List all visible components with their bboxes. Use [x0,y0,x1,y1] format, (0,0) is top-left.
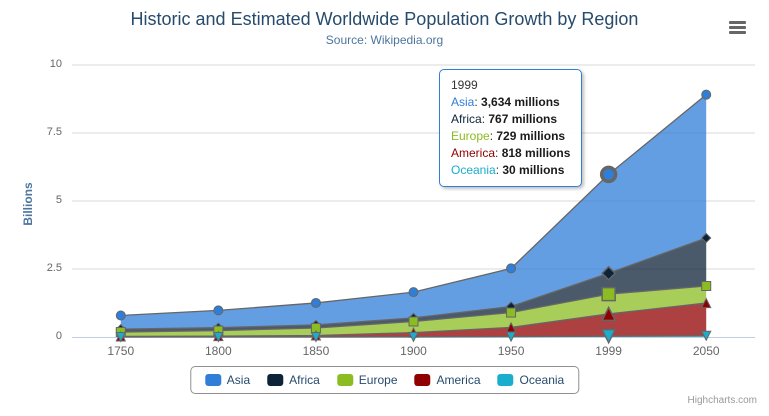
marker-europe-1900[interactable] [408,316,419,327]
legend-label: America [436,373,481,387]
legend-swatch-oceania [497,374,514,386]
marker-asia-1900[interactable] [408,287,419,298]
x-axis-label: 1950 [497,344,525,358]
marker-europe-1999[interactable] [601,286,616,302]
chart-subtitle: Source: Wikipedia.org [325,33,444,47]
legend-swatch-america [414,374,431,386]
x-axis-label: 1850 [302,344,330,358]
marker-oceania-1800[interactable] [213,331,224,343]
area-asia[interactable] [120,94,707,330]
area-africa[interactable] [120,237,707,333]
marker-america-2050[interactable] [700,297,712,309]
legend-item-europe[interactable]: Europe [336,373,398,387]
x-axis-label: 2050 [692,344,720,358]
legend-item-asia[interactable]: Asia [204,373,251,387]
legend: Asia Africa Europe America Oceania [189,366,580,394]
context-menu-button[interactable] [729,21,746,34]
marker-europe-1950[interactable] [506,307,517,318]
y-axis-label: 2.5 [46,262,62,274]
marker-oceania-1999[interactable] [600,328,617,345]
y-axis-title: Billions [21,182,35,226]
y-axis-label: 10 [49,58,62,70]
y-axis-label: 0 [55,330,62,342]
marker-asia-1999[interactable] [599,165,618,184]
legend-label: Oceania [519,373,565,387]
marker-oceania-1900[interactable] [408,331,419,343]
x-axis-label: 1999 [595,344,622,358]
legend-swatch-africa [267,374,284,386]
chart-title: Historic and Estimated Worldwide Populat… [130,9,639,29]
x-axis-label: 1900 [400,344,427,358]
marker-oceania-1850[interactable] [310,331,322,343]
marker-europe-2050[interactable] [701,281,712,291]
marker-america-1999[interactable] [600,305,617,322]
marker-oceania-1950[interactable] [505,331,517,343]
legend-swatch-asia [204,374,221,386]
legend-item-america[interactable]: America [414,373,481,387]
hamburger-icon [729,21,746,24]
area-america[interactable] [120,303,707,337]
legend-item-oceania[interactable]: Oceania [497,373,565,387]
marker-africa-2050[interactable] [701,232,712,244]
marker-asia-1800[interactable] [213,305,224,316]
marker-asia-1750[interactable] [115,310,126,321]
credits-link[interactable]: Highcharts.com [687,395,757,406]
y-axis-label: 5 [55,194,62,206]
legend-label: Africa [289,373,320,387]
marker-oceania-2050[interactable] [700,330,712,342]
legend-item-africa[interactable]: Africa [267,373,320,387]
marker-oceania-1750[interactable] [115,331,127,343]
x-axis-label: 1800 [204,344,232,358]
marker-asia-1950[interactable] [506,263,517,274]
y-axis-label: 7.5 [46,126,62,138]
legend-label: Europe [358,373,398,387]
marker-africa-1999[interactable] [601,265,617,281]
hamburger-icon [729,26,746,29]
marker-asia-1850[interactable] [310,297,321,308]
hamburger-icon [729,31,746,34]
legend-label: Asia [226,373,251,387]
marker-asia-2050[interactable] [701,89,712,100]
legend-swatch-europe [336,374,353,386]
x-axis-label: 1750 [107,344,135,358]
